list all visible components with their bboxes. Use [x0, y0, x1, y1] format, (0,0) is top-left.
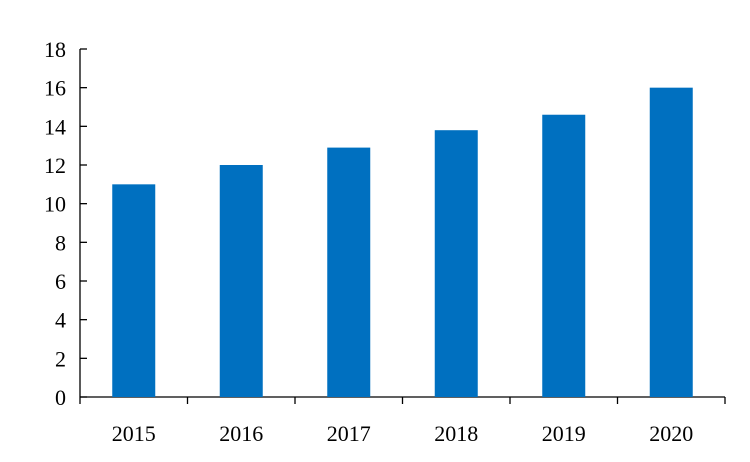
- y-tick-label: 8: [55, 230, 66, 255]
- x-tick-label: 2015: [112, 421, 156, 446]
- bar-2019: [542, 114, 586, 397]
- x-tick-label: 2020: [649, 421, 693, 446]
- bar-2018: [434, 130, 478, 397]
- y-tick-label: 12: [44, 153, 66, 178]
- x-tick-label: 2018: [434, 421, 478, 446]
- x-tick-label: 2016: [219, 421, 263, 446]
- y-tick-label: 10: [44, 192, 66, 217]
- y-tick-label: 4: [55, 308, 66, 333]
- bar-2020: [649, 87, 693, 398]
- y-tick-label: 6: [55, 269, 66, 294]
- bar-2015: [112, 184, 156, 397]
- x-tick-label: 2017: [327, 421, 371, 446]
- y-tick-label: 18: [44, 37, 66, 62]
- bar-2016: [219, 165, 263, 397]
- y-tick-label: 2: [55, 346, 66, 371]
- y-tick-label: 0: [55, 385, 66, 410]
- x-tick-label: 2019: [542, 421, 586, 446]
- y-tick-label: 16: [44, 76, 66, 101]
- y-tick-label: 14: [44, 114, 66, 139]
- bar-2017: [327, 147, 371, 397]
